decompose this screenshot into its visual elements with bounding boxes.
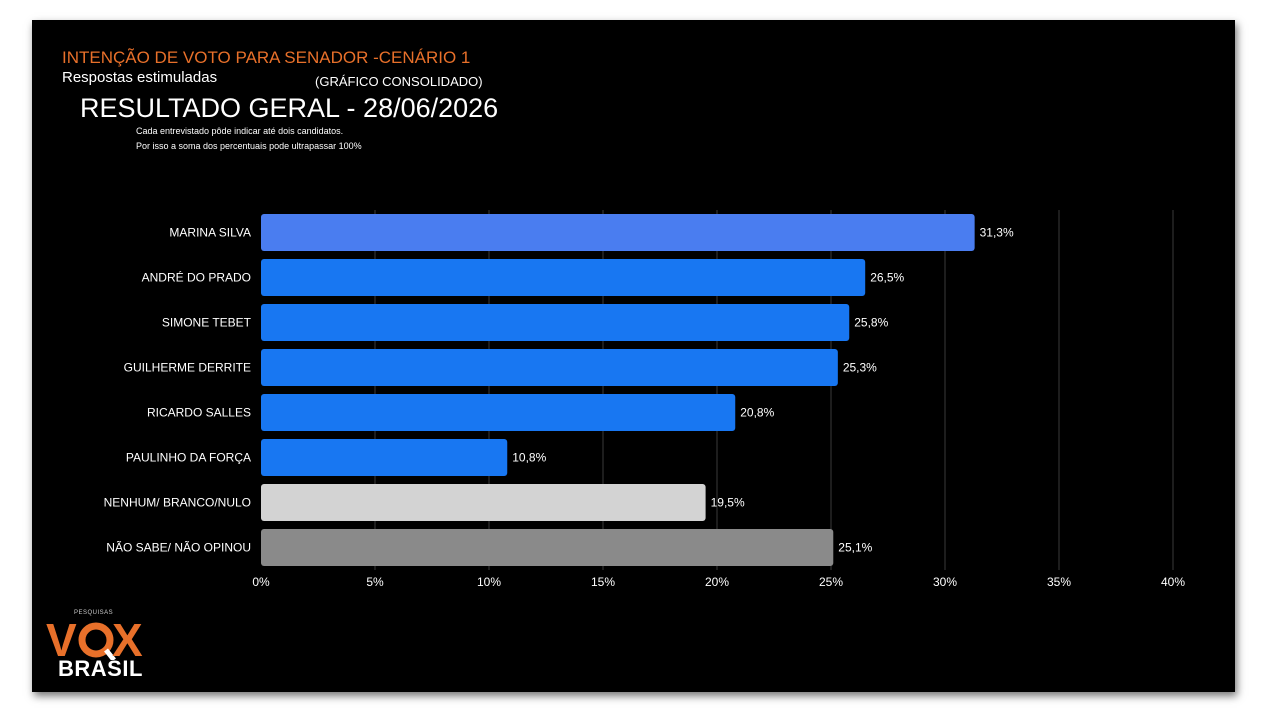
bar (261, 394, 736, 431)
x-tick-label: 40% (1161, 575, 1185, 589)
consolidated-label: (GRÁFICO CONSOLIDADO) (315, 74, 483, 89)
category-label: GUILHERME DERRITE (124, 361, 251, 375)
chart-subtitle: Respostas estimuladas (62, 69, 218, 86)
data-label: 10,8% (512, 451, 546, 465)
chart-title: INTENÇÃO DE VOTO PARA SENADOR -CENÁRIO 1 (62, 48, 471, 67)
bar (261, 349, 838, 386)
data-label: 31,3% (980, 226, 1014, 240)
result-heading: RESULTADO GERAL - 28/06/2026 (80, 93, 499, 123)
category-label: NÃO SABE/ NÃO OPINOU (106, 541, 251, 555)
vox-brasil-logo: PESQUISAS V X BRASIL (44, 610, 154, 682)
x-tick-label: 5% (366, 575, 384, 589)
data-label: 20,8% (740, 406, 774, 420)
logo-brasil-text: BRASIL (58, 656, 143, 681)
bar (261, 214, 975, 251)
bar (261, 529, 834, 566)
data-label: 25,1% (838, 541, 872, 555)
category-label: ANDRÉ DO PRADO (142, 270, 251, 285)
svg-text:X: X (112, 616, 143, 660)
bar (261, 484, 706, 521)
category-label: NENHUM/ BRANCO/NULO (104, 496, 251, 510)
category-label: MARINA SILVA (169, 226, 251, 240)
bar (261, 304, 850, 341)
vox-logo-icon: V X (46, 616, 143, 660)
svg-text:V: V (46, 616, 77, 660)
category-label: SIMONE TEBET (162, 316, 252, 330)
note-line-1: Cada entrevistado pôde indicar até dois … (136, 126, 344, 136)
x-tick-label: 0% (252, 575, 270, 589)
data-label: 25,3% (843, 361, 877, 375)
x-tick-label: 20% (705, 575, 729, 589)
x-tick-label: 10% (477, 575, 501, 589)
note-line-2: Por isso a soma dos percentuais pode ult… (136, 141, 362, 151)
x-tick-label: 15% (591, 575, 615, 589)
x-tick-label: 25% (819, 575, 843, 589)
bar (261, 259, 866, 296)
x-tick-label: 35% (1047, 575, 1071, 589)
logo-pesquisas-text: PESQUISAS (74, 610, 114, 616)
bar-chart: MARINA SILVA 31,3% ANDRÉ DO PRADO 26,5% SIMO… (104, 210, 1185, 589)
x-tick-label: 30% (933, 575, 957, 589)
data-label: 19,5% (711, 496, 745, 510)
category-label: RICARDO SALLES (147, 406, 251, 420)
data-label: 25,8% (854, 316, 888, 330)
chart-slide: INTENÇÃO DE VOTO PARA SENADOR -CENÁRIO 1… (32, 20, 1235, 692)
category-label: PAULINHO DA FORÇA (126, 451, 251, 465)
data-label: 26,5% (870, 271, 904, 285)
bar (261, 439, 508, 476)
